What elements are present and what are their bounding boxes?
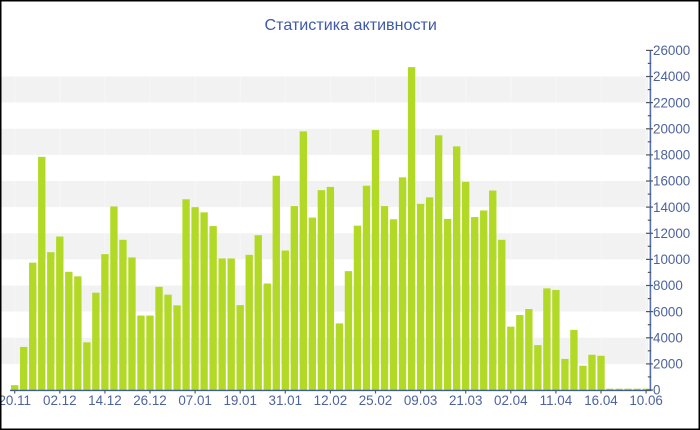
svg-text:22000: 22000 [653, 95, 690, 110]
svg-text:24000: 24000 [653, 69, 690, 84]
svg-text:18000: 18000 [653, 148, 690, 163]
svg-text:20000: 20000 [653, 122, 690, 137]
svg-text:12.02: 12.02 [314, 393, 348, 408]
svg-text:31.01: 31.01 [269, 393, 303, 408]
svg-text:09.03: 09.03 [404, 393, 438, 408]
svg-text:8000: 8000 [653, 278, 683, 293]
svg-text:21.03: 21.03 [449, 393, 483, 408]
svg-text:14.12: 14.12 [88, 393, 122, 408]
svg-text:19.01: 19.01 [223, 393, 257, 408]
svg-text:02.04: 02.04 [494, 393, 528, 408]
svg-text:Статистика активности: Статистика активности [265, 16, 437, 34]
svg-text:10.06: 10.06 [629, 393, 663, 408]
svg-text:26000: 26000 [653, 43, 690, 58]
svg-text:25.02: 25.02 [359, 393, 393, 408]
svg-text:0: 0 [653, 383, 660, 398]
svg-text:20.11: 20.11 [0, 393, 31, 408]
svg-text:4000: 4000 [653, 331, 683, 346]
svg-text:2000: 2000 [653, 357, 683, 372]
svg-text:02.12: 02.12 [43, 393, 77, 408]
svg-text:12000: 12000 [653, 226, 690, 241]
svg-text:6000: 6000 [653, 304, 683, 319]
svg-text:07.01: 07.01 [178, 393, 212, 408]
svg-text:14000: 14000 [653, 200, 690, 215]
svg-text:26.12: 26.12 [133, 393, 167, 408]
svg-text:10000: 10000 [653, 252, 690, 267]
svg-text:16000: 16000 [653, 174, 690, 189]
svg-text:16.04: 16.04 [584, 393, 618, 408]
svg-text:11.04: 11.04 [540, 393, 573, 408]
